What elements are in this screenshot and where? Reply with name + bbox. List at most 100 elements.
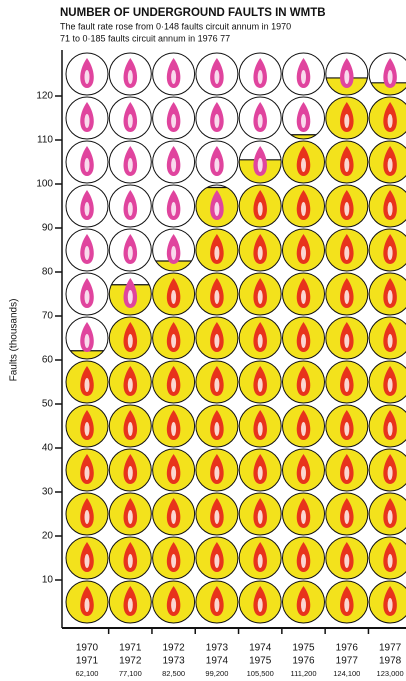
flame-core [344, 202, 349, 216]
x-tick-label: 1977 [379, 643, 402, 654]
x-tick-label: 1972 [162, 643, 185, 654]
flame-core [301, 378, 306, 392]
flame-core [258, 114, 263, 128]
flame-core [128, 290, 133, 304]
flame-core [171, 246, 176, 260]
chart-title: NUMBER OF UNDERGROUND FAULTS IN WMTB [60, 7, 326, 19]
flame-core [388, 554, 393, 568]
flame-core [301, 246, 306, 260]
flame-core [214, 598, 219, 612]
subtitle: The fault rate rose from 0·148 faults ci… [60, 21, 291, 31]
flame-core [85, 158, 90, 172]
flame-core [388, 334, 393, 348]
flame-core [128, 598, 133, 612]
flame-core [344, 598, 349, 612]
flame-core [388, 114, 393, 128]
x-tick-label: 1971 [76, 656, 99, 667]
flame-core [171, 202, 176, 216]
y-tick-label: 50 [42, 399, 54, 410]
flame-core [85, 422, 90, 436]
flame-core [128, 70, 133, 84]
flame-core [344, 246, 349, 260]
flame-core [258, 510, 263, 524]
flame-core [171, 114, 176, 128]
flame-core [171, 378, 176, 392]
flame-core [301, 510, 306, 524]
x-tick-label: 1975 [292, 643, 315, 654]
flame-core [388, 246, 393, 260]
flame-core [388, 466, 393, 480]
flame-core [258, 466, 263, 480]
flame-core [301, 422, 306, 436]
flame-core [388, 510, 393, 524]
flame-core [301, 114, 306, 128]
x-tick-label: 1973 [162, 656, 185, 667]
y-tick-label: 80 [42, 267, 54, 278]
chart: NUMBER OF UNDERGROUND FAULTS IN WMTB The… [0, 0, 406, 681]
flame-core [171, 334, 176, 348]
flame-core [258, 422, 263, 436]
flame-core [214, 202, 219, 216]
flame-core [85, 70, 90, 84]
flame-core [301, 70, 306, 84]
flame-core [128, 246, 133, 260]
x-tick-label: 1978 [379, 656, 402, 667]
flame-core [85, 246, 90, 260]
flame-core [258, 158, 263, 172]
flame-core [344, 554, 349, 568]
y-tick-label: 90 [42, 223, 54, 234]
value-label: 111,200 [291, 669, 317, 678]
x-tick-label: 1977 [336, 656, 359, 667]
y-tick-label: 30 [42, 487, 54, 498]
flame-core [388, 598, 393, 612]
flame-core [128, 202, 133, 216]
flame-core [85, 510, 90, 524]
flame-core [258, 334, 263, 348]
y-tick-label: 110 [37, 135, 53, 146]
flame-core [344, 334, 349, 348]
flame-core [128, 422, 133, 436]
flame-core [258, 598, 263, 612]
flame-core [344, 158, 349, 172]
flame-core [171, 598, 176, 612]
flame-core [258, 290, 263, 304]
x-tick-label: 1970 [76, 643, 99, 654]
flame-core [388, 70, 393, 84]
x-tick-label: 1971 [119, 643, 142, 654]
flame-core [214, 510, 219, 524]
flame-core [128, 510, 133, 524]
flame-core [344, 290, 349, 304]
flame-core [258, 70, 263, 84]
flame-core [301, 202, 306, 216]
y-axis-label: Faults (thousands) [9, 299, 20, 382]
flame-core [85, 466, 90, 480]
flame-core [388, 422, 393, 436]
flame-core [214, 246, 219, 260]
flame-core [128, 466, 133, 480]
flame-core [301, 554, 306, 568]
flame-core [301, 466, 306, 480]
flame-core [171, 466, 176, 480]
flame-core [171, 554, 176, 568]
flame-core [214, 422, 219, 436]
flame-core [85, 114, 90, 128]
flame-core [258, 554, 263, 568]
flame-core [344, 70, 349, 84]
flame-core [214, 70, 219, 84]
flame-core [171, 70, 176, 84]
x-tick-label: 1976 [292, 656, 315, 667]
flame-core [128, 554, 133, 568]
flame-core [171, 158, 176, 172]
flame-core [388, 378, 393, 392]
flame-core [214, 290, 219, 304]
flame-core [85, 290, 90, 304]
flame-core [85, 378, 90, 392]
flame-core [85, 334, 90, 348]
flame-core [128, 378, 133, 392]
x-tick-label: 1974 [249, 643, 272, 654]
flame-core [258, 246, 263, 260]
flame-core [128, 334, 133, 348]
value-label: 77,100 [119, 669, 142, 678]
flame-core [344, 466, 349, 480]
flame-core [171, 290, 176, 304]
